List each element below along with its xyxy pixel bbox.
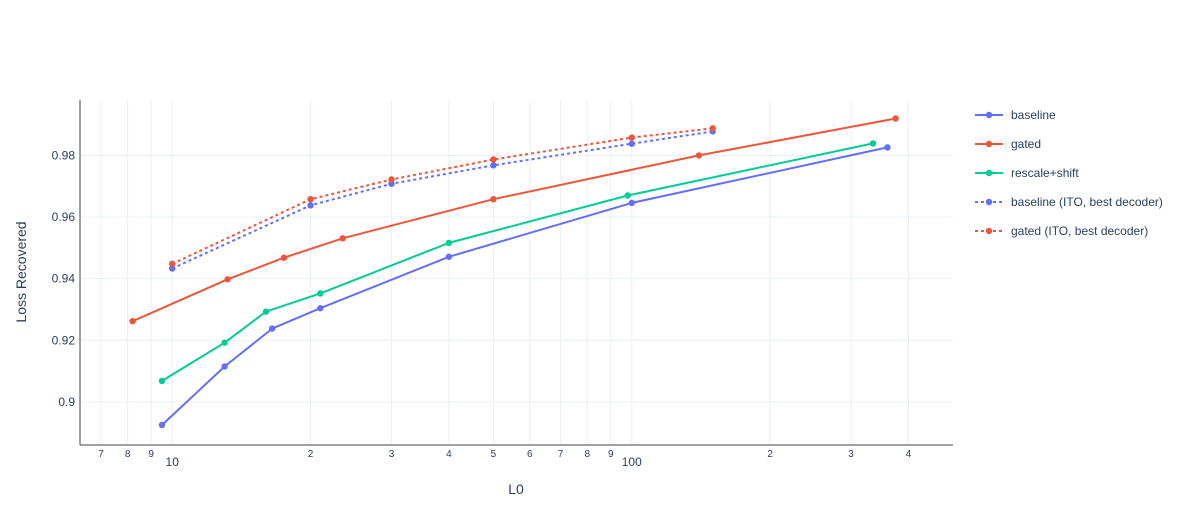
x-minor-tick-label: 3 [389,449,395,460]
data-point [892,115,899,122]
y-tick-label: 0.92 [52,333,76,347]
series-line [171,127,713,265]
x-minor-tick-label: 8 [584,449,590,460]
x-minor-tick-label: 4 [446,449,452,460]
x-minor-tick-label: 3 [848,449,854,460]
data-point [307,202,314,209]
data-point [221,363,228,370]
data-point [280,254,288,261]
data-point [628,140,635,147]
legend: baseline gated rescale+shift baseline (ITO,… [975,108,1163,238]
legend-swatch-marker [985,169,993,177]
x-minor-tick-label: 7 [98,449,104,460]
data-point [869,140,877,147]
legend-swatch-marker [985,198,993,206]
y-tick-labels: 0.9 0.92 0.94 0.96 0.98 [52,148,76,408]
data-point [388,176,395,183]
legend-label: gated (ITO, best decoder) [1011,224,1148,238]
data-point [884,144,891,151]
legend-item[interactable]: baseline [975,108,1056,122]
data-point [317,305,324,312]
y-tick-label: 0.9 [58,395,75,409]
y-tick-label: 0.96 [52,210,76,224]
series-rescale-shift [158,140,877,385]
series-line [132,117,896,323]
data-point [445,239,453,247]
data-point [490,156,497,163]
data-point [268,325,276,332]
data-point [490,162,497,169]
legend-item[interactable]: gated [975,137,1041,151]
x-minor-tick-label: 9 [608,449,614,460]
legend-swatch-marker [985,140,993,148]
legend-swatch-marker [985,111,993,119]
legend-item[interactable]: baseline (ITO, best decoder) [975,195,1163,209]
legend-item[interactable]: rescale+shift [975,166,1079,180]
data-point [628,134,635,141]
x-minor-tick-label: 2 [767,449,773,460]
x-major-tick-label: 10 [166,455,180,469]
legend-label: rescale+shift [1011,166,1079,180]
y-tick-label: 0.98 [52,148,76,162]
series-layer [129,115,899,429]
data-point [221,339,228,346]
series-gated-ito-best-decoder [169,125,716,268]
x-minor-tick-label: 4 [906,449,912,460]
series-line [171,130,713,270]
data-point [445,253,453,260]
data-point [628,199,635,207]
x-minor-tick-label: 2 [308,449,314,460]
legend-item[interactable]: gated (ITO, best decoder) [975,224,1148,238]
data-point [624,192,631,199]
x-minor-tick-label: 8 [125,449,131,460]
legend-label: baseline [1011,108,1056,122]
data-point [158,377,166,385]
series-baseline [158,144,891,429]
x-minor-tick-label: 9 [148,449,154,460]
data-point [695,152,703,159]
x-axis-title: L0 [508,481,524,497]
x-minor-tick-label: 5 [491,449,497,460]
y-axis-title: Loss Recovered [13,221,29,322]
series-gated [129,115,899,325]
data-point [262,308,270,315]
data-point [317,290,324,297]
legend-label: gated [1011,137,1041,151]
grid-layer [80,100,953,445]
axes-layer [79,100,953,446]
data-point [490,195,497,203]
data-point [129,317,136,325]
x-major-tick-label: 100 [622,455,642,469]
y-tick-label: 0.94 [52,272,76,286]
data-point [224,276,231,283]
series-line [161,146,888,426]
data-point [158,421,166,429]
data-point [307,195,314,203]
data-point [339,235,346,242]
data-point [709,125,716,132]
series-line [161,142,874,382]
x-minor-tick-label: 6 [527,449,533,460]
x-minor-tick-label: 7 [558,449,564,460]
x-tick-labels: 7 8 9 2 3 4 5 6 7 8 9 2 3 4 10 100 [98,449,911,469]
data-point [169,265,176,272]
data-point [169,260,176,268]
series-baseline-ito-best-decoder [169,128,716,272]
legend-swatch-marker [985,227,993,235]
legend-label: baseline (ITO, best decoder) [1011,195,1163,209]
